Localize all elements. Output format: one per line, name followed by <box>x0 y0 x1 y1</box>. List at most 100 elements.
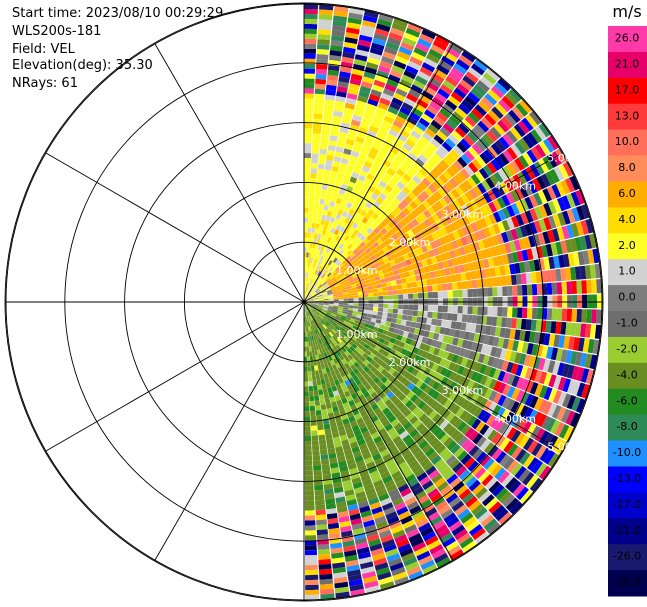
velocity-gate <box>347 354 354 361</box>
velocity-gate <box>436 319 442 327</box>
velocity-gate <box>308 381 313 387</box>
velocity-gate <box>441 184 451 195</box>
velocity-gate <box>471 527 486 541</box>
velocity-gate <box>411 227 419 236</box>
velocity-gate <box>310 360 314 367</box>
velocity-gate <box>519 99 532 114</box>
velocity-gate <box>344 217 351 224</box>
velocity-gate <box>315 354 320 361</box>
velocity-gate <box>520 365 529 378</box>
velocity-gate <box>377 102 389 111</box>
velocity-gate <box>401 198 410 208</box>
velocity-gate <box>505 477 518 491</box>
velocity-gate <box>326 508 337 515</box>
velocity-gate <box>446 313 453 321</box>
velocity-gate <box>305 321 307 327</box>
velocity-gate <box>439 358 447 367</box>
velocity-gate <box>430 400 440 410</box>
velocity-gate <box>312 285 317 291</box>
velocity-gate <box>359 505 371 514</box>
velocity-gate <box>411 161 422 171</box>
velocity-gate <box>344 261 350 267</box>
velocity-gate <box>307 232 311 238</box>
velocity-gate <box>391 344 399 351</box>
velocity-gate <box>312 340 316 346</box>
velocity-gate <box>404 195 413 204</box>
velocity-gate <box>491 106 504 119</box>
velocity-gate <box>411 368 419 377</box>
velocity-gate <box>532 234 541 247</box>
velocity-gate <box>494 155 506 169</box>
velocity-gate <box>402 519 415 530</box>
velocity-gate <box>320 279 325 285</box>
velocity-gate <box>523 183 533 196</box>
velocity-gate <box>373 200 381 209</box>
velocity-gate <box>327 242 333 249</box>
velocity-gate <box>359 170 368 178</box>
velocity-gate <box>546 186 557 200</box>
velocity-gate <box>494 266 501 277</box>
velocity-gate <box>378 303 384 308</box>
velocity-gate <box>415 388 424 397</box>
velocity-gate <box>561 225 570 240</box>
velocity-gate <box>325 356 330 363</box>
velocity-gate <box>450 274 457 283</box>
velocity-gate <box>451 240 459 250</box>
velocity-gate <box>510 190 520 203</box>
velocity-gate <box>365 220 373 228</box>
velocity-gate <box>483 215 493 227</box>
velocity-gate <box>368 399 376 407</box>
velocity-gate <box>462 377 471 388</box>
velocity-gate <box>407 229 415 238</box>
velocity-gate <box>338 343 344 349</box>
velocity-gate <box>514 187 524 201</box>
velocity-gate <box>492 306 498 317</box>
velocity-gate <box>398 235 406 243</box>
velocity-gate <box>307 237 311 243</box>
velocity-gate <box>312 279 315 285</box>
velocity-gate <box>330 227 336 234</box>
velocity-gate <box>387 427 397 436</box>
velocity-gate <box>322 292 328 296</box>
velocity-gate <box>388 32 403 42</box>
velocity-gate <box>457 289 463 298</box>
velocity-gate <box>305 311 307 317</box>
velocity-gate <box>543 138 555 153</box>
velocity-gate <box>576 367 585 382</box>
velocity-gate <box>409 505 422 515</box>
velocity-gate <box>360 426 369 434</box>
velocity-gate <box>596 294 602 309</box>
velocity-gate <box>400 278 407 284</box>
velocity-gate <box>515 389 525 403</box>
velocity-gate <box>318 153 327 160</box>
velocity-gate <box>510 144 522 157</box>
velocity-gate <box>385 335 392 342</box>
velocity-gate <box>467 460 479 472</box>
velocity-gate <box>346 348 353 354</box>
velocity-gate <box>328 260 333 266</box>
velocity-gate <box>365 103 377 112</box>
velocity-gate <box>431 96 445 108</box>
velocity-gate <box>400 260 408 268</box>
velocity-gate <box>499 327 506 338</box>
velocity-gate <box>492 287 498 297</box>
velocity-gate <box>382 286 388 292</box>
velocity-gate <box>551 404 562 419</box>
velocity-gate <box>357 202 365 210</box>
velocity-gate <box>476 436 487 448</box>
velocity-gate <box>319 224 324 230</box>
velocity-gate <box>371 142 382 151</box>
velocity-gate <box>514 262 521 274</box>
velocity-gate <box>304 386 309 392</box>
velocity-gate <box>307 321 310 327</box>
velocity-gate <box>338 328 344 334</box>
velocity-gate <box>520 391 530 405</box>
velocity-gate <box>410 321 417 328</box>
velocity-gate <box>514 352 522 364</box>
velocity-gate <box>498 152 510 166</box>
velocity-gate <box>458 54 473 67</box>
velocity-gate <box>369 223 377 231</box>
velocity-gate <box>364 418 373 427</box>
velocity-gate <box>413 268 420 276</box>
